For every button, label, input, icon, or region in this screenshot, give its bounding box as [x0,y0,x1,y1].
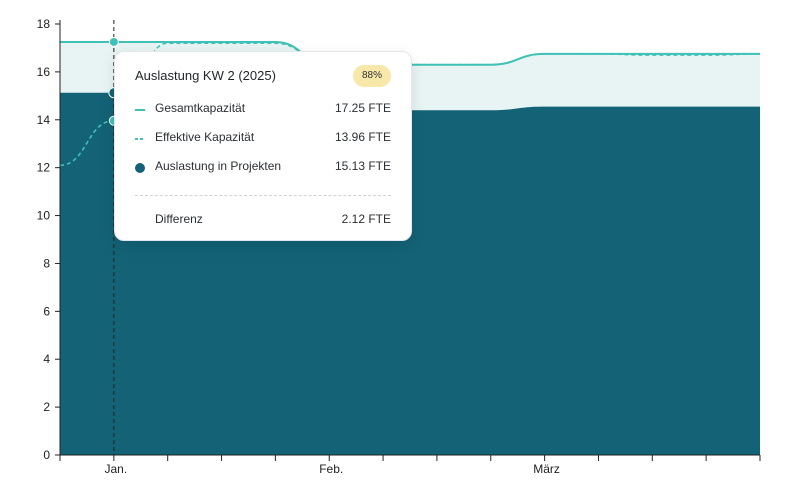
dashed-line-icon [135,138,145,140]
solid-line-icon [135,109,145,111]
y-tick-label: 2 [43,400,50,414]
y-tick-label: 8 [43,256,50,270]
tooltip-row-total: Gesamtkapazität 17.25 FTE [135,101,391,119]
x-tick-label: Jan. [105,462,128,476]
y-tick-label: 0 [43,448,50,462]
tooltip-label: Gesamtkapazität [155,101,246,115]
y-tick-label: 12 [37,161,51,175]
y-tick-label: 6 [43,304,50,318]
tooltip-label: Effektive Kapazität [155,130,255,144]
tooltip-label: Auslastung in Projekten [155,159,282,173]
x-tick-label: März [533,462,560,476]
utilization-badge: 88% [352,65,391,87]
tooltip-row-utilization: Auslastung in Projekten 15.13 FTE [135,159,391,177]
tooltip-value: 13.96 FTE [334,130,391,144]
total-capacity-point [108,36,119,47]
tooltip-title: Auslastung KW 2 (2025) [135,68,276,83]
tooltip-value: 2.12 FTE [341,212,391,226]
tooltip-label: Differenz [155,212,203,226]
y-tick-label: 16 [37,65,51,79]
y-tick-label: 10 [37,209,51,223]
y-tick-label: 18 [37,17,51,31]
x-tick-label: Feb. [319,462,343,476]
tooltip-value: 15.13 FTE [334,159,391,173]
tooltip-row-effective: Effektive Kapazität 13.96 FTE [135,130,391,148]
y-tick-label: 14 [37,113,51,127]
tooltip-divider [135,195,391,196]
tooltip-value: 17.25 FTE [334,101,391,115]
chart-tooltip: Auslastung KW 2 (2025) 88% Gesamtkapazit… [114,51,412,241]
y-tick-label: 4 [43,352,50,366]
dot-icon [135,163,145,173]
tooltip-row-difference: Differenz 2.12 FTE [135,212,391,230]
